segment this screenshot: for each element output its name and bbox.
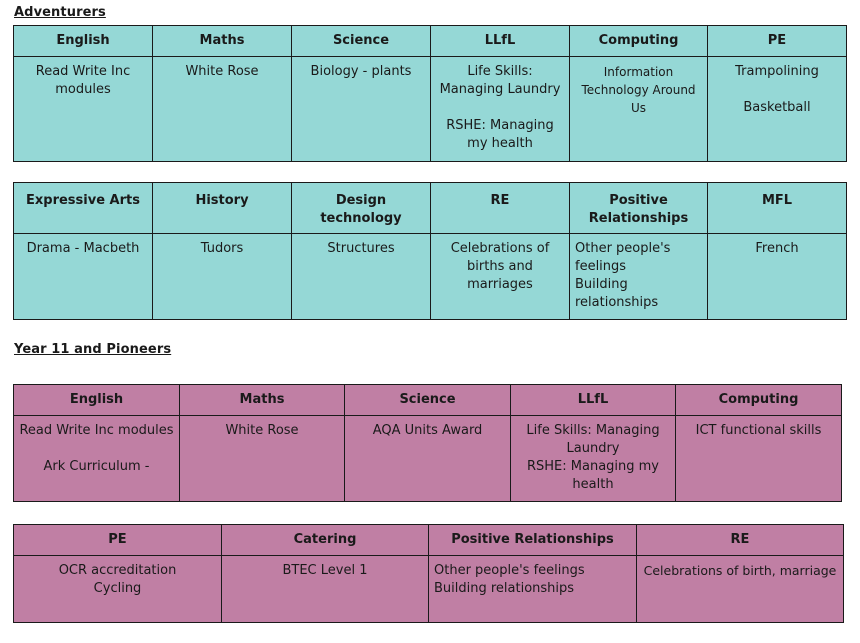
cell-text: Life Skills: Managing Laundry xyxy=(439,64,561,97)
cell-text: Ark Curriculum - xyxy=(43,459,150,474)
header-computing: Computing xyxy=(675,384,842,416)
header-re: RE xyxy=(636,524,844,556)
cell-catering: BTEC Level 1 xyxy=(221,555,429,623)
cell-text: AQA Units Award xyxy=(372,423,483,438)
cell-text: Other people's feelings xyxy=(434,563,585,578)
cell-text: OCR accreditation xyxy=(58,563,177,578)
cell-llfl: Life Skills: Managing Laundry RSHE: Mana… xyxy=(510,415,676,502)
cell-text: Life Skills: Managing Laundry xyxy=(526,423,660,456)
header-pe: PE xyxy=(707,25,847,57)
cell-llfl: Life Skills: Managing Laundry RSHE: Mana… xyxy=(430,56,570,162)
cell-pe: Trampolining Basketball xyxy=(707,56,847,162)
cell-text: Information Technology Around Us xyxy=(581,65,696,115)
cell-positive-relationships: Other people's feelings Building relatio… xyxy=(428,555,637,623)
header-computing: Computing xyxy=(569,25,708,57)
cell-maths: White Rose xyxy=(152,56,292,162)
cell-text: Biology - plants xyxy=(310,64,412,79)
year11-heading: Year 11 and Pioneers xyxy=(14,342,172,357)
year11-subjects-table-2: PE Catering Positive Relationships RE OC… xyxy=(13,524,844,623)
cell-text: Trampolining xyxy=(735,64,819,79)
cell-text: Tudors xyxy=(200,241,244,256)
cell-text: RSHE: Managing my health xyxy=(446,118,554,151)
header-english: English xyxy=(13,25,153,57)
cell-text: Other people's feelings xyxy=(575,241,671,274)
cell-text: Cycling xyxy=(93,581,142,596)
cell-text: Structures xyxy=(327,241,395,256)
cell-text: Building relationships xyxy=(575,277,659,310)
cell-mfl: French xyxy=(707,233,847,320)
cell-re: Celebrations of birth, marriage xyxy=(636,555,844,623)
cell-positive-relationships: Other people's feelings Building relatio… xyxy=(569,233,708,320)
cell-science: Biology - plants xyxy=(291,56,431,162)
header-maths: Maths xyxy=(152,25,292,57)
header-pe: PE xyxy=(13,524,222,556)
header-expressive-arts: Expressive Arts xyxy=(13,182,153,234)
cell-maths: White Rose xyxy=(179,415,345,502)
header-llfl: LLfL xyxy=(430,25,570,57)
header-science: Science xyxy=(291,25,431,57)
header-science: Science xyxy=(344,384,511,416)
cell-text: Celebrations of birth, marriage xyxy=(643,563,837,578)
cell-text: Read Write Inc modules xyxy=(19,423,174,438)
cell-text: Drama - Macbeth xyxy=(26,241,140,256)
cell-text: Celebrations of births and marriages xyxy=(450,241,550,292)
cell-text: Basketball xyxy=(743,100,811,115)
header-design-technology: Design technology xyxy=(291,182,431,234)
header-positive-relationships: Positive Relationships xyxy=(569,182,708,234)
cell-design-technology: Structures xyxy=(291,233,431,320)
header-mfl: MFL xyxy=(707,182,847,234)
year11-subjects-table-1: English Maths Science LLfL Computing Rea… xyxy=(13,384,842,502)
header-positive-relationships: Positive Relationships xyxy=(428,524,637,556)
cell-text: Building relationships xyxy=(434,581,575,596)
cell-computing: Information Technology Around Us xyxy=(569,56,708,162)
adventurers-heading: Adventurers xyxy=(14,5,106,20)
header-english: English xyxy=(13,384,180,416)
cell-english: Read Write Inc modules Ark Curriculum - xyxy=(13,415,180,502)
header-llfl: LLfL xyxy=(510,384,676,416)
adventurers-subjects-table-1: English Maths Science LLfL Computing PE … xyxy=(13,25,847,162)
header-history: History xyxy=(152,182,292,234)
cell-text: Read Write Inc modules xyxy=(35,64,131,97)
cell-english: Read Write Inc modules xyxy=(13,56,153,162)
cell-pe: OCR accreditation Cycling xyxy=(13,555,222,623)
adventurers-subjects-table-2: Expressive Arts History Design technolog… xyxy=(13,182,847,320)
cell-expressive-arts: Drama - Macbeth xyxy=(13,233,153,320)
header-catering: Catering xyxy=(221,524,429,556)
cell-text: White Rose xyxy=(185,64,259,79)
cell-science: AQA Units Award xyxy=(344,415,511,502)
cell-re: Celebrations of births and marriages xyxy=(430,233,570,320)
cell-computing: ICT functional skills xyxy=(675,415,842,502)
cell-text: RSHE: Managing my health xyxy=(526,459,660,492)
cell-text: White Rose xyxy=(225,423,299,438)
cell-text: BTEC Level 1 xyxy=(282,563,368,578)
header-re: RE xyxy=(430,182,570,234)
cell-text: ICT functional skills xyxy=(695,423,822,438)
cell-history: Tudors xyxy=(152,233,292,320)
cell-text: French xyxy=(755,241,799,256)
header-maths: Maths xyxy=(179,384,345,416)
